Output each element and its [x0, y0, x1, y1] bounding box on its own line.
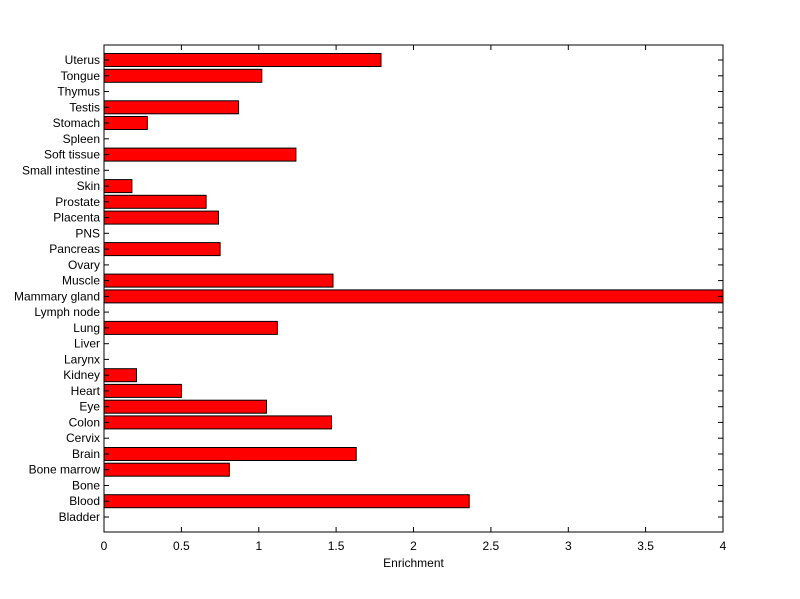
- y-tick-label-pns: PNS: [75, 226, 100, 240]
- bar-lung: [103, 320, 278, 335]
- y-tick-label-lymph-node: Lymph node: [34, 305, 100, 319]
- bar-uterus: [103, 53, 382, 67]
- y-tick-label-ovary: Ovary: [68, 258, 100, 272]
- y-tick-label-liver: Liver: [74, 337, 100, 351]
- y-tick-label-lung: Lung: [73, 321, 100, 335]
- y-tick-label-spleen: Spleen: [63, 132, 100, 146]
- y-tick-label-brain: Brain: [72, 447, 100, 461]
- bar-heart: [103, 383, 182, 398]
- y-tick-label-bone: Bone: [72, 479, 100, 493]
- bar-blood: [103, 494, 470, 509]
- x-tick-label: 3: [565, 539, 572, 553]
- y-tick-label-bladder: Bladder: [59, 510, 100, 524]
- x-tick-label: 2.5: [483, 539, 500, 553]
- x-tick-label: 2: [410, 539, 417, 553]
- x-tick-label: 1: [255, 539, 262, 553]
- bar-muscle: [103, 273, 334, 288]
- y-tick-label-placenta: Placenta: [53, 211, 100, 225]
- bar-brain: [103, 447, 357, 461]
- y-tick-label-bone-marrow: Bone marrow: [29, 463, 101, 477]
- x-ticks-group: 0 0.5 1 1.5 2 2.5 3 3.5 4: [101, 45, 727, 553]
- y-tick-label-muscle: Muscle: [62, 274, 100, 288]
- y-tick-label-blood: Blood: [69, 494, 100, 508]
- bars-group: [103, 53, 724, 509]
- y-tick-label-prostate: Prostate: [55, 195, 100, 209]
- x-tick-label: 0.5: [173, 539, 190, 553]
- y-tick-label-heart: Heart: [71, 384, 101, 398]
- bar-prostate: [103, 194, 207, 209]
- y-tick-label-small-intestine: Small intestine: [22, 163, 100, 177]
- bar-stomach: [103, 116, 148, 130]
- bar-colon: [103, 415, 332, 430]
- x-tick-label: 0: [101, 539, 108, 553]
- y-tick-label-eye: Eye: [79, 400, 100, 414]
- bar-testis: [103, 100, 240, 115]
- y-tick-label-uterus: Uterus: [65, 53, 100, 67]
- y-tick-label-pancreas: Pancreas: [49, 242, 100, 256]
- bar-pancreas: [103, 242, 221, 257]
- y-tick-label-skin: Skin: [77, 179, 100, 193]
- x-tick-label: 4: [720, 539, 727, 553]
- bar-mammary-gland: [103, 289, 724, 304]
- y-tick-label-stomach: Stomach: [53, 116, 100, 130]
- y-tick-label-testis: Testis: [69, 100, 100, 114]
- bar-tongue: [103, 68, 263, 83]
- bar-soft-tissue: [103, 147, 297, 162]
- x-tick-label: 3.5: [637, 539, 654, 553]
- y-tick-label-colon: Colon: [69, 415, 100, 429]
- y-tick-label-thymus: Thymus: [57, 85, 100, 99]
- y-tick-label-mammary-gland: Mammary gland: [14, 289, 100, 303]
- bar-eye: [103, 399, 267, 414]
- x-axis-label: Enrichment: [383, 556, 444, 570]
- y-tick-label-larynx: Larynx: [64, 352, 100, 366]
- y-tick-label-cervix: Cervix: [66, 431, 100, 445]
- bar-placenta: [103, 210, 219, 225]
- bar-bone-marrow: [103, 462, 230, 477]
- y-tick-label-soft-tissue: Soft tissue: [44, 148, 100, 162]
- x-tick-label: 1.5: [328, 539, 345, 553]
- y-tick-label-kidney: Kidney: [63, 368, 100, 382]
- y-tick-label-tongue: Tongue: [61, 69, 101, 83]
